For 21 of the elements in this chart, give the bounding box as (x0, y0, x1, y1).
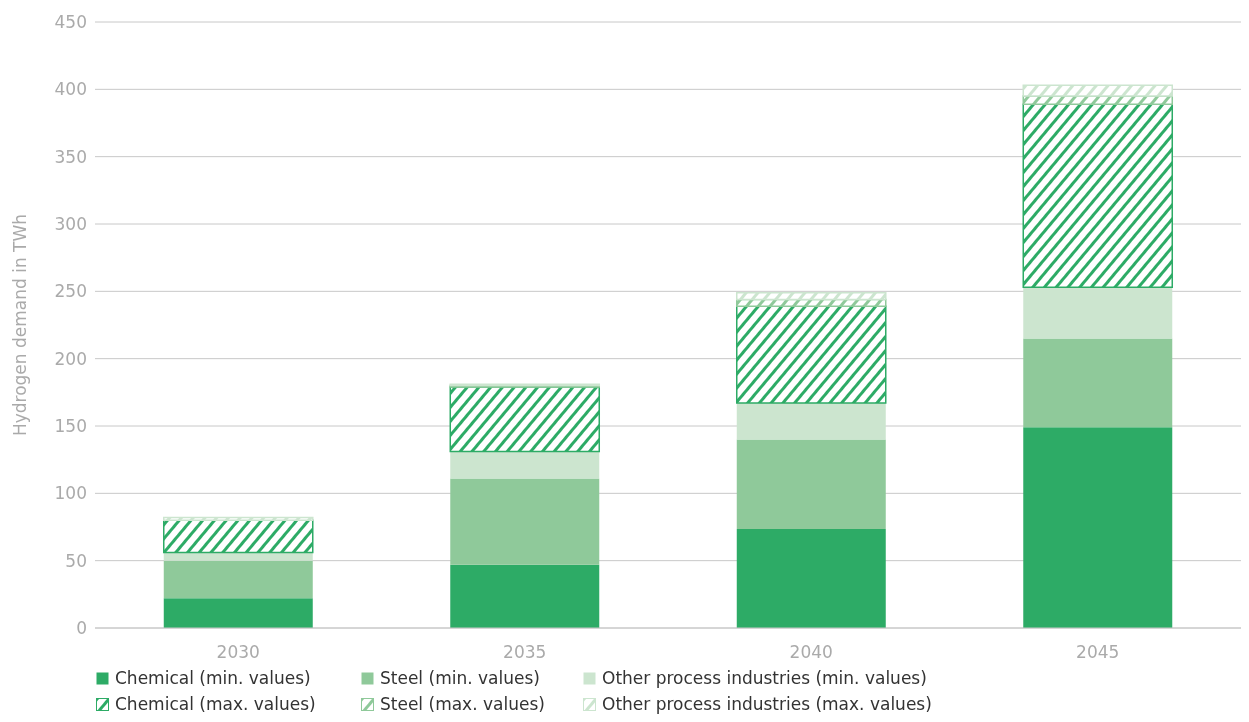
x-tick-label: 2040 (789, 642, 833, 663)
y-tick-label: 450 (54, 12, 87, 33)
y-tick-label: 50 (65, 550, 87, 571)
y-tick-label: 300 (54, 214, 87, 235)
y-tick-label: 250 (54, 281, 87, 302)
y-tick-label: 200 (54, 348, 87, 369)
legend-label: Other process industries (max. values) (602, 694, 932, 714)
x-tick-label: 2045 (1076, 642, 1120, 663)
legend-label: Chemical (max. values) (115, 694, 316, 714)
x-tick-label: 2035 (503, 642, 547, 663)
legend-label: Steel (min. values) (380, 668, 540, 688)
x-tick-label: 2030 (216, 642, 260, 663)
y-tick-label: 150 (54, 416, 87, 437)
legend-label: Other process industries (min. values) (602, 668, 927, 688)
y-axis-title: Hydrogen demand in TWh (10, 213, 31, 437)
y-tick-label: 400 (54, 79, 87, 100)
y-tick-label: 350 (54, 146, 87, 167)
legend-label: Steel (max. values) (380, 694, 545, 714)
legend-label: Chemical (min. values) (115, 668, 311, 688)
y-tick-label: 100 (54, 483, 87, 504)
y-tick-label: 0 (76, 618, 87, 639)
